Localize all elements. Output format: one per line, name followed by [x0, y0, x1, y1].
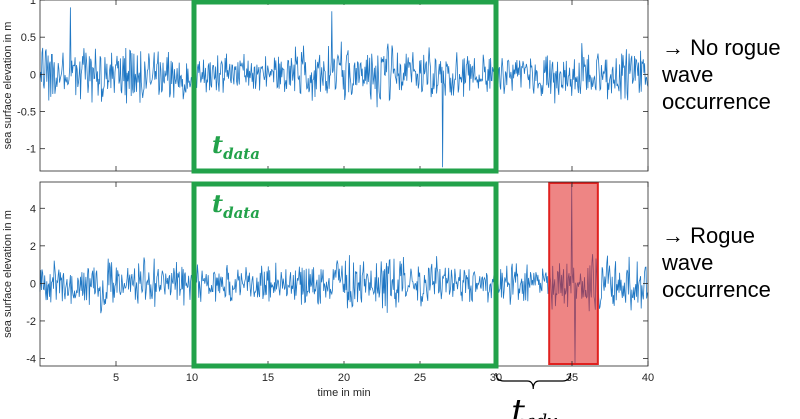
adv-brace — [495, 372, 572, 390]
y-tick-label: -0.5 — [17, 107, 36, 119]
y-tick-label: 0 — [30, 69, 36, 81]
y-tick-label: -4 — [26, 353, 36, 365]
top-note-line2: wave — [662, 62, 714, 87]
x-tick-label: 15 — [262, 372, 274, 384]
signal-line — [39, 7, 649, 168]
y-tick-label: 0 — [30, 278, 36, 290]
adv-label: tadv — [511, 392, 557, 419]
bottom-note-line2: wave — [662, 250, 714, 275]
data-window-label: tdata — [212, 189, 260, 222]
x-tick-label: 20 — [338, 372, 350, 384]
top-note-line3: occurrence — [662, 89, 771, 114]
top-note-line1: → No rogue — [662, 35, 781, 60]
x-tick-label: 10 — [186, 372, 198, 384]
bottom-panel: 5 10 15 20 25 30 35 40 -4 -2 0 2 4 sea surface elevat… — [2, 181, 654, 419]
y-axis-label: sea surface elevation in m — [2, 22, 14, 150]
y-axis-label: sea surface elevation in m — [2, 210, 14, 338]
x-tick-label: 40 — [642, 372, 654, 384]
top-note: → No rogue wave occurrence — [662, 34, 781, 115]
top-panel: -1 -0.5 0 0.5 1 sea surface elevation in m tda… — [2, 0, 649, 174]
bottom-note-line1: → Rogue — [662, 223, 755, 248]
y-tick-label: -2 — [26, 316, 36, 328]
y-tick-label: 2 — [30, 241, 36, 253]
rogue-window — [548, 182, 599, 365]
data-window-box — [191, 0, 499, 174]
x-tick-label: 5 — [113, 372, 119, 384]
bottom-note: → Rogue wave occurrence — [662, 222, 771, 303]
y-tick-label: -1 — [26, 144, 36, 156]
y-tick-label: 1 — [30, 0, 36, 7]
data-window-label: tdata — [212, 130, 260, 163]
x-tick-label: 35 — [566, 372, 578, 384]
x-tick-label: 30 — [490, 372, 502, 384]
x-axis-label: time in min — [317, 387, 370, 399]
data-window-box — [191, 181, 499, 369]
signal-line — [39, 183, 649, 365]
bottom-note-line3: occurrence — [662, 277, 771, 302]
y-tick-label: 0.5 — [21, 32, 36, 44]
x-tick-label: 25 — [414, 372, 426, 384]
y-tick-label: 4 — [30, 203, 36, 215]
plot-area — [40, 182, 648, 366]
